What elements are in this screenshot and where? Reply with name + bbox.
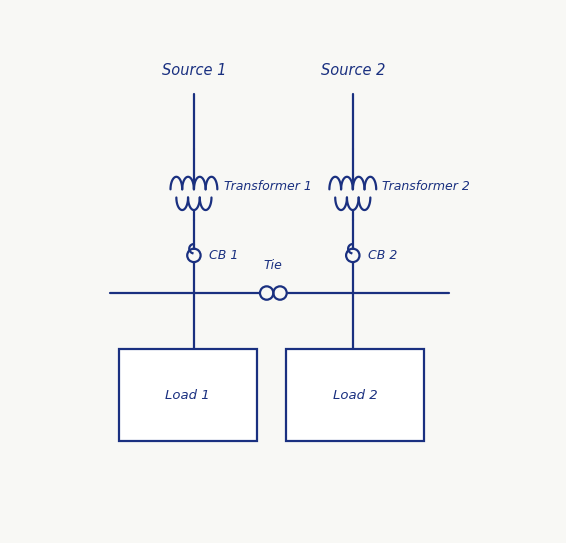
Bar — [119, 350, 256, 441]
Text: CB 1: CB 1 — [209, 249, 238, 262]
Text: Source 2: Source 2 — [320, 62, 385, 78]
Text: Load 1: Load 1 — [165, 389, 210, 402]
Text: Source 1: Source 1 — [162, 62, 226, 78]
Text: Tie: Tie — [264, 259, 283, 272]
Text: Transformer 1: Transformer 1 — [224, 180, 311, 193]
Text: CB 2: CB 2 — [368, 249, 397, 262]
Bar — [286, 350, 424, 441]
Text: Load 2: Load 2 — [333, 389, 377, 402]
Text: Transformer 2: Transformer 2 — [383, 180, 470, 193]
